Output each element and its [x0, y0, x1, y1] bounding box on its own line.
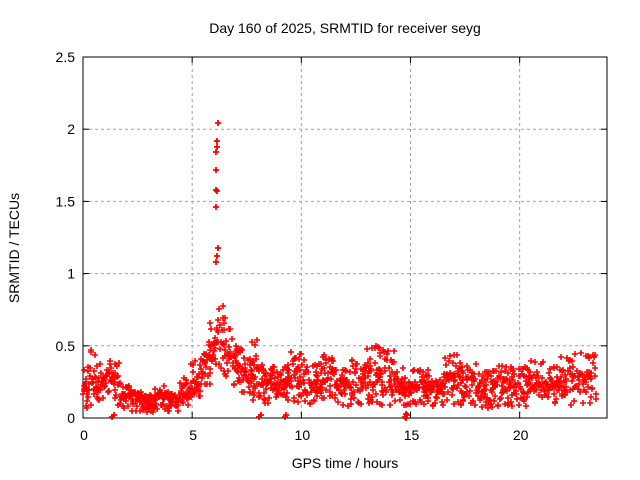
y-tick-label: 1.5	[56, 193, 76, 209]
x-tick-label: 0	[80, 427, 88, 443]
y-axis-label: SRMTID / TECUs	[6, 193, 22, 303]
y-tick-label: 2	[67, 121, 75, 137]
chart-title: Day 160 of 2025, SRMTID for receiver sey…	[209, 20, 481, 36]
tick-label-layer: 0 5 10 15 20 0 0.5 1 1.5 2 2.5	[56, 49, 529, 443]
y-tick-label: 1	[67, 266, 75, 282]
x-tick-label: 15	[404, 427, 420, 443]
scatter-outlier-points	[109, 120, 410, 421]
y-tick-label: 0.5	[56, 338, 76, 354]
x-tick-label: 5	[189, 427, 197, 443]
tick-layer	[82, 56, 607, 419]
y-tick-label: 0	[67, 410, 75, 426]
plot-border	[82, 56, 608, 419]
scatter-points	[80, 303, 599, 415]
x-tick-label: 20	[513, 427, 529, 443]
x-axis-label: GPS time / hours	[292, 455, 399, 471]
x-tick-label: 10	[295, 427, 311, 443]
y-tick-label: 2.5	[56, 49, 76, 65]
